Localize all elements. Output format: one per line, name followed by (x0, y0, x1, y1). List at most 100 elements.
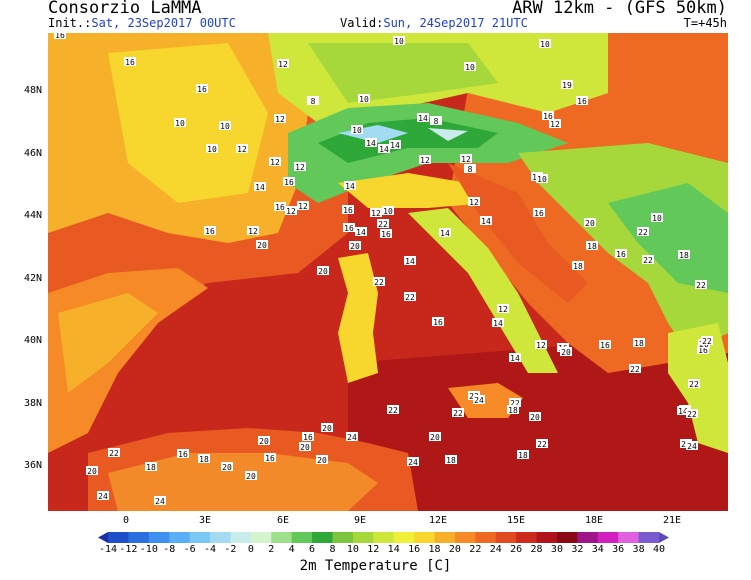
station-value-text: 24 (155, 497, 165, 506)
colorbar-min-arrow (98, 532, 108, 543)
station-value: 12 (247, 226, 259, 236)
colorbar-tick-label: 24 (489, 544, 502, 555)
colorbar-bin (189, 532, 211, 543)
colorbar-tick-label: -8 (163, 544, 176, 555)
southern-sea-dark (348, 333, 728, 511)
station-value-text: 16 (343, 206, 353, 215)
station-value-box (274, 114, 286, 123)
lat-label-36n: 36N (24, 460, 43, 471)
colorbar-bin (556, 532, 578, 543)
station-value: 16 (177, 449, 189, 459)
lon-label-3e: 3E (198, 515, 212, 526)
colorbar-bin (638, 532, 660, 543)
colorbar-bin (434, 532, 456, 543)
station-value: 16 (54, 33, 66, 40)
station-value: 16 (302, 432, 314, 442)
station-value: 18 (678, 250, 690, 260)
station-value: 16 (342, 205, 354, 215)
colorbar-bin (108, 532, 129, 543)
station-value-text: 16 (275, 203, 285, 212)
lon-label-9e: 9E (353, 515, 367, 526)
colorbar-tick-label: 10 (346, 544, 359, 555)
lat-label-38n: 38N (24, 398, 43, 409)
station-value-text: 12 (295, 163, 305, 172)
station-value-text: 22 (378, 220, 388, 229)
station-value-box (177, 449, 189, 458)
station-value: 24 (686, 441, 698, 451)
station-value: 18 (586, 241, 598, 251)
station-value-box (509, 398, 521, 407)
colorbar-bin (210, 532, 231, 543)
station-value-box (572, 261, 584, 270)
station-value-box (358, 94, 370, 103)
station-value: 22 (377, 219, 389, 229)
station-value: 12 (297, 201, 309, 211)
station-value-text: 20 (430, 433, 440, 442)
station-value: 20 (221, 462, 233, 472)
colorbar-tick-label: 8 (329, 544, 336, 555)
station-value: 20 (429, 432, 441, 442)
station-value: 24 (407, 457, 419, 467)
station-value-text: 18 (518, 451, 528, 460)
colorbar-bin (312, 532, 333, 543)
station-value: 10 (219, 121, 231, 131)
colorbar-tick-label: 32 (571, 544, 584, 555)
station-value-text: 20 (222, 463, 232, 472)
colorbar-tick-label: 16 (408, 544, 421, 555)
colorbar-bin (597, 532, 619, 543)
station-value-box (539, 39, 551, 48)
station-value-text: 16 (303, 433, 313, 442)
colorbar-bin (516, 532, 538, 543)
station-value-box (285, 206, 297, 215)
station-value-text: 20 (530, 413, 540, 422)
station-value-box (124, 57, 136, 66)
station-value: 22 (637, 227, 649, 237)
station-value-box (154, 496, 166, 505)
station-value-text: 20 (259, 437, 269, 446)
station-value: 10 (536, 174, 548, 184)
station-value-box (221, 462, 233, 471)
station-value-box (349, 241, 361, 250)
station-value: 16 (533, 208, 545, 218)
station-value-box (404, 292, 416, 301)
station-value-text: 10 (394, 37, 404, 46)
station-value-text: 14 (255, 183, 265, 192)
station-value-text: 24 (474, 396, 484, 405)
station-value: 22 (688, 379, 700, 389)
colorbar-bin (250, 532, 272, 543)
station-value-box (507, 405, 519, 414)
station-value-box (615, 249, 627, 258)
station-value-text: 20 (257, 241, 267, 250)
station-value: 16 (697, 345, 709, 355)
station-value: 12 (285, 206, 297, 216)
station-value-text: 16 (433, 318, 443, 327)
station-value: 18 (507, 405, 519, 415)
station-value-text: 8 (434, 117, 439, 126)
station-value-text: 12 (278, 60, 288, 69)
station-value-text: 12 (298, 202, 308, 211)
station-value-box (549, 119, 561, 128)
station-value-text: 22 (537, 440, 547, 449)
station-value-text: 12 (550, 120, 560, 129)
station-value-text: 22 (510, 399, 520, 408)
station-value: 16 (432, 317, 444, 327)
station-value-box (460, 154, 472, 163)
station-value-text: 10 (175, 119, 185, 128)
station-value-box (343, 223, 355, 232)
station-value-text: 16 (265, 454, 275, 463)
station-value: 10 (539, 39, 551, 49)
station-value-text: 12 (248, 227, 258, 236)
station-value-text: 10 (207, 145, 217, 154)
station-value: 16 (615, 249, 627, 259)
station-value-text: 10 (359, 95, 369, 104)
station-value-box (283, 177, 295, 186)
station-value-text: 14 (493, 319, 503, 328)
station-value-box (695, 280, 707, 289)
station-value-text: 18 (587, 242, 597, 251)
colorbar-tick-label: -6 (183, 544, 196, 555)
colorbar-bin (271, 532, 293, 543)
colorbar-bin (475, 532, 497, 543)
station-value-box (297, 201, 309, 210)
station-value: 12 (370, 208, 382, 218)
station-value-text: 12 (420, 156, 430, 165)
